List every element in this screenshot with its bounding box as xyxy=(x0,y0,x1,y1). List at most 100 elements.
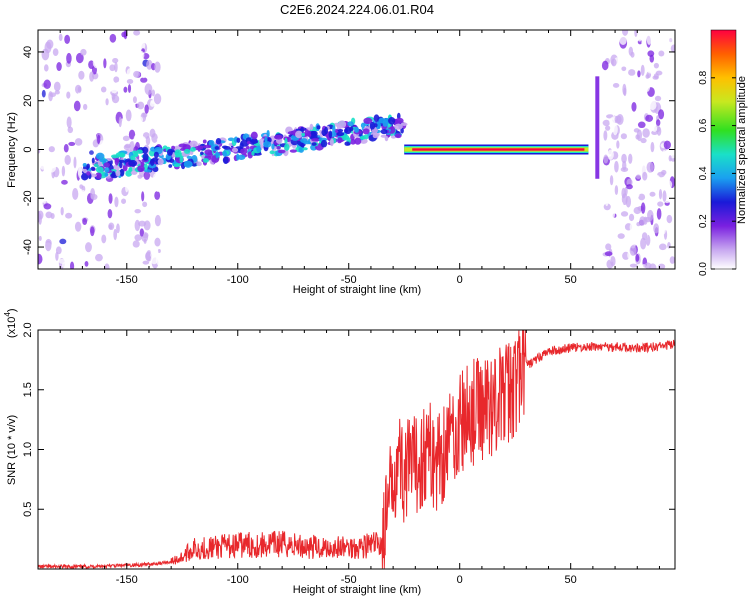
x-tick-label: -150 xyxy=(116,574,138,586)
noise-blob xyxy=(133,30,141,36)
noise-blob xyxy=(73,156,77,169)
band-blob xyxy=(135,149,143,154)
band-blob xyxy=(231,147,239,153)
band-blob xyxy=(336,131,345,137)
band-blob xyxy=(321,129,327,136)
noise-blob xyxy=(134,219,141,232)
band-blob xyxy=(354,126,360,133)
noise-blob xyxy=(102,68,106,78)
noise-blob xyxy=(636,222,641,227)
noise-blob xyxy=(156,137,163,142)
band-blob xyxy=(266,130,270,138)
band-blob xyxy=(200,151,204,156)
band-blob xyxy=(168,164,173,168)
noise-blob xyxy=(122,135,130,142)
noise-blob xyxy=(56,61,62,72)
noise-blob xyxy=(601,60,609,71)
noise-blob xyxy=(79,184,84,189)
x-tick-label: 50 xyxy=(565,274,577,286)
noise-blob xyxy=(612,124,618,136)
noise-blob xyxy=(635,134,640,140)
noise-blob xyxy=(147,73,154,85)
noise-blob xyxy=(89,71,95,82)
band-blob xyxy=(130,155,136,162)
snr-scale-factor: (x104) xyxy=(3,308,18,338)
band-blob xyxy=(95,152,105,160)
noise-blob xyxy=(90,226,95,237)
noise-blob xyxy=(67,126,74,134)
spectrogram-panel: -150 -100 -50 0 50 -40 -20 0 20 40 Height of str… xyxy=(6,29,676,296)
noise-blob xyxy=(664,130,673,141)
noise-blob xyxy=(38,65,42,73)
noise-blob xyxy=(626,184,633,190)
noise-blob xyxy=(617,201,624,206)
band-blob xyxy=(222,156,229,164)
band-blob xyxy=(384,135,389,142)
band-blob xyxy=(82,168,88,173)
band-blob xyxy=(373,123,378,128)
band-blob xyxy=(400,122,408,126)
noise-blob xyxy=(54,90,60,95)
band-blob xyxy=(111,170,116,178)
noise-blob xyxy=(55,213,61,225)
band-blob xyxy=(295,130,303,139)
noise-blob xyxy=(134,122,140,133)
band-blob xyxy=(394,133,402,139)
noise-blob xyxy=(48,256,55,265)
noise-blob xyxy=(603,154,609,164)
noise-blob xyxy=(116,223,120,234)
noise-blob xyxy=(622,102,629,109)
noise-blob xyxy=(43,79,51,90)
noise-blob xyxy=(77,166,83,179)
noise-blob xyxy=(52,236,57,246)
noise-blob xyxy=(610,256,616,267)
noise-blob xyxy=(119,45,126,51)
band-blob xyxy=(304,129,310,137)
noise-blob xyxy=(603,203,611,211)
noise-blob xyxy=(604,197,609,207)
noise-blob xyxy=(127,84,132,93)
noise-blob xyxy=(644,262,652,269)
noise-blob xyxy=(142,112,148,118)
noise-blob xyxy=(49,92,57,98)
band-blob xyxy=(382,119,388,127)
noise-blob xyxy=(135,116,144,124)
noise-blob xyxy=(150,255,158,265)
band-blob xyxy=(269,150,275,155)
noise-blob xyxy=(653,62,659,69)
band-blob xyxy=(103,162,111,168)
noise-blob xyxy=(123,144,130,151)
band-blob xyxy=(186,155,193,159)
noise-blob xyxy=(143,171,151,180)
noise-blob xyxy=(665,65,671,72)
y-tick-label: 20 xyxy=(22,95,34,107)
noise-blob xyxy=(109,64,116,72)
noise-blob xyxy=(647,68,654,74)
band-blob xyxy=(287,131,296,135)
noise-blob xyxy=(670,44,675,53)
noise-blob xyxy=(126,78,134,84)
band-blob xyxy=(303,141,311,145)
band-blob xyxy=(104,172,108,177)
band-blob xyxy=(81,173,89,181)
noise-blob xyxy=(628,213,635,222)
noise-blob xyxy=(38,122,46,131)
noise-blob xyxy=(154,237,161,247)
noise-blob xyxy=(667,242,671,249)
noise-blob xyxy=(623,238,629,247)
noise-blob xyxy=(613,222,618,235)
noise-blob xyxy=(637,95,645,104)
noise-blob xyxy=(647,209,654,222)
snr-panel: -150 -100 -50 0 50 0.5 1.0 1.5 2.0 Height of st… xyxy=(3,308,676,596)
band-blob xyxy=(284,143,290,151)
noise-blob xyxy=(138,182,143,187)
y-tick-label: 1.0 xyxy=(22,442,34,457)
noise-blob xyxy=(66,52,72,64)
noise-blob xyxy=(634,192,640,198)
noise-blob xyxy=(70,247,77,253)
band-blob xyxy=(250,138,258,144)
noise-blob xyxy=(115,212,123,220)
noise-blob xyxy=(142,260,150,265)
band-blob xyxy=(380,128,388,135)
band-blob xyxy=(215,151,219,159)
